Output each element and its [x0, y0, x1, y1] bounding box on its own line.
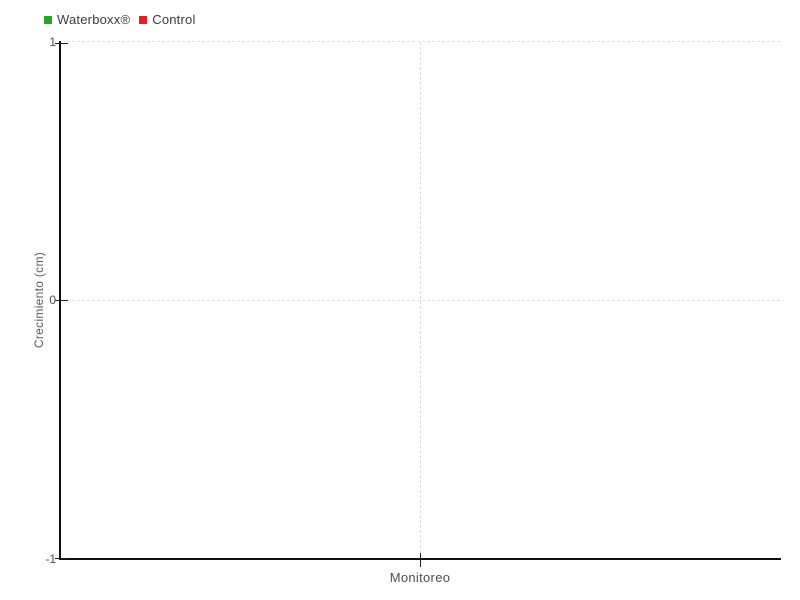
x-tick-mark	[420, 553, 421, 567]
gridline-y-1	[67, 41, 780, 42]
y-tick-label-1: 1	[49, 35, 56, 49]
legend: Waterboxx® Control	[44, 12, 196, 28]
legend-item-control[interactable]: Control	[139, 12, 195, 28]
legend-label-control: Control	[152, 12, 196, 27]
legend-swatch-waterboxx	[44, 16, 52, 24]
gridline-x-mid	[420, 42, 421, 553]
legend-swatch-control	[139, 16, 148, 24]
x-axis-label: Monitoreo	[389, 570, 451, 585]
y-tick-label-neg1: -1	[45, 552, 56, 566]
y-tick-mark-1	[55, 43, 68, 44]
legend-item-waterboxx[interactable]: Waterboxx®	[44, 12, 130, 28]
y-tick-label-0: 0	[49, 293, 56, 307]
y-tick-mark-neg1	[55, 558, 68, 559]
y-tick-mark-0	[55, 300, 68, 301]
y-axis-title: Crecimiento (cm)	[32, 251, 46, 349]
legend-label-waterboxx: Waterboxx®	[57, 12, 131, 27]
gridline-y-0	[67, 300, 780, 301]
